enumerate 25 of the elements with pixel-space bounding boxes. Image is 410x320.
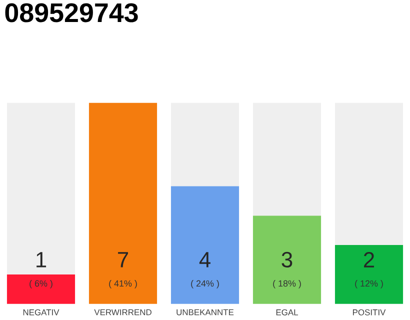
bar [334, 244, 404, 304]
x-tick-label: NEGATIV [23, 309, 60, 316]
bar [170, 102, 240, 186]
bar [6, 274, 76, 304]
bar [252, 216, 322, 304]
x-tick-label: VERWIRREND [94, 309, 152, 316]
bar [6, 102, 76, 274]
annotation: 7 [118, 252, 128, 268]
data-label: ( 24% ) [191, 280, 219, 288]
annotation: 1 [36, 252, 46, 268]
bar [334, 102, 404, 245]
bar [170, 186, 240, 304]
x-tick-label: UNBEKANNTE [176, 309, 234, 316]
x-tick-label: POSITIV [352, 309, 386, 316]
annotation: 4 [199, 252, 210, 268]
x-tick-label: EGAL [276, 309, 298, 316]
data-label: ( 6% ) [30, 280, 52, 288]
chart-title: 089529743 [5, 3, 138, 22]
bar [88, 102, 158, 304]
data-label: ( 12% ) [355, 280, 383, 288]
annotation: 3 [282, 252, 292, 268]
data-label: ( 41% ) [109, 280, 137, 288]
annotation: 2 [364, 252, 374, 268]
data-label: ( 18% ) [273, 280, 301, 288]
bar [252, 102, 322, 216]
